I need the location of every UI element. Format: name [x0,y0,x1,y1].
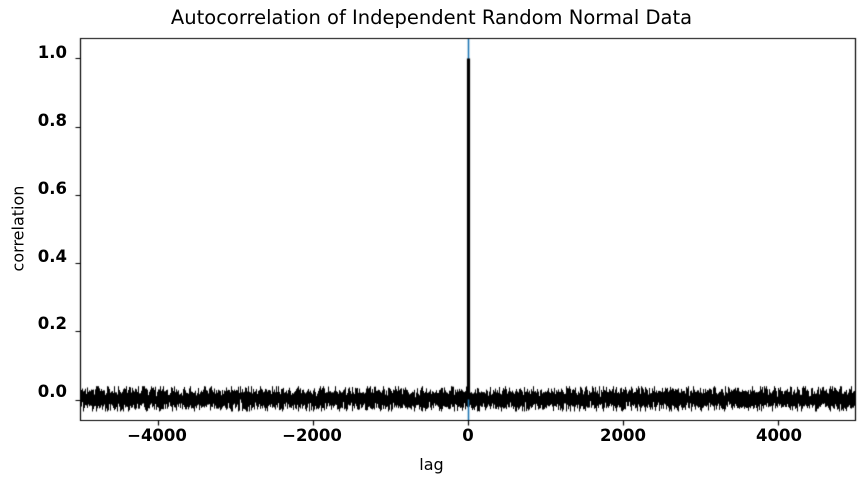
x-tick-label: −2000 [282,426,342,445]
y-tick-label: 0.2 [37,314,67,333]
x-tick-label: 2000 [600,426,646,445]
y-tick-label: 0.8 [37,111,67,130]
y-tick-label: 0.0 [37,382,67,401]
x-tick-label: 0 [462,426,474,445]
x-tick-label: −4000 [127,426,187,445]
page-title: Autocorrelation of Independent Random No… [170,6,693,29]
x-tick-label: 4000 [756,426,802,445]
y-tick-label: 0.4 [37,247,67,266]
x-axis-label: lag [419,455,444,474]
y-tick-label: 1.0 [37,43,67,62]
y-tick-label: 0.6 [37,179,67,198]
y-axis-label: correlation [8,185,28,272]
